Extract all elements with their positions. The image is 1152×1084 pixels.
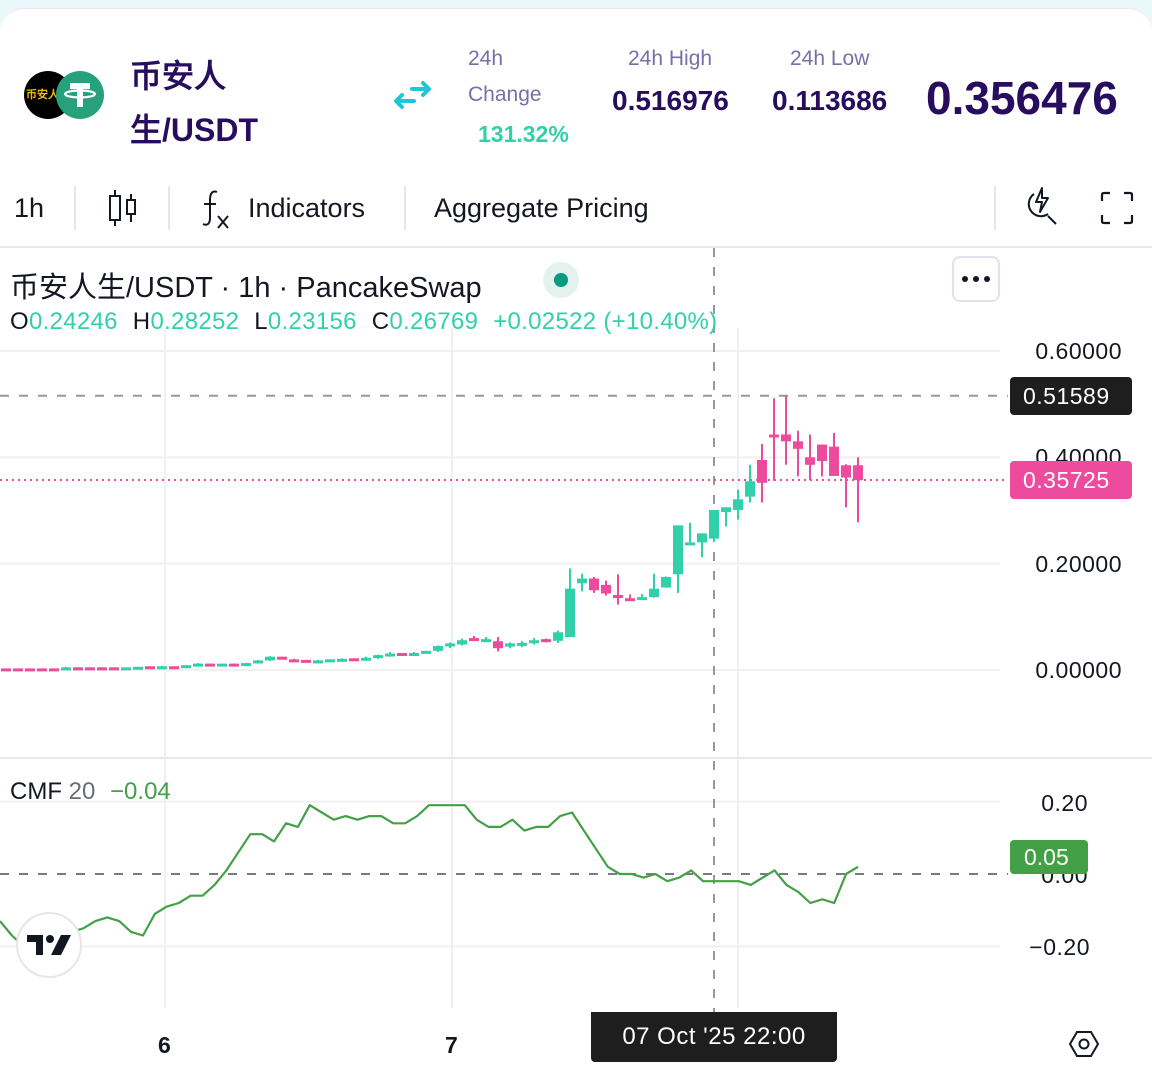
low-value: 0.113686 [772,85,888,116]
tradingview-logo[interactable] [16,912,82,978]
change-label-1: 24h [468,47,504,70]
price-tick: 0.00000 [1035,657,1122,683]
price-tick: 0.60000 [1035,338,1122,364]
tether-icon [63,83,97,107]
function-icon [202,190,229,229]
market-status-icon [543,262,579,298]
fullscreen-icon [1100,191,1134,225]
chart-card: 币安人 币安人 生/USDT 24h Change 131.32% 24h Hi… [0,8,1152,1084]
indicators-button[interactable]: Indicators [198,170,365,246]
high-value: 0.28252 [150,308,240,335]
chart-canvas[interactable] [0,248,1152,1084]
chart-area[interactable]: 币安人生/USDT · 1h · PancakeSwap O0.24246 H0… [0,248,1152,1084]
crosshair-time-label: 07 Oct '25 22:00 [591,1012,837,1062]
divider [74,186,76,230]
chart-type-button[interactable] [106,170,140,246]
ohlc-legend: O0.24246 H0.28252 L0.23156 C0.26769 +0.0… [10,308,718,335]
open-value: 0.24246 [28,308,118,335]
current-price: 0.356476 [926,72,1118,124]
crosshair-price-label: 0.51589 [1010,377,1132,415]
settings-icon[interactable] [1068,1028,1100,1060]
pair-logo: 币安人 [24,67,108,123]
indicators-label: Indicators [248,192,366,223]
fullscreen-button[interactable] [1100,170,1134,246]
low-value: 0.23156 [267,308,357,335]
high-label: 24h High [628,47,713,70]
swap-pair-icon[interactable] [392,79,432,115]
high-value: 0.516976 [612,85,729,116]
last-price-label: 0.35725 [1010,461,1132,499]
price-tick: 0.20000 [1035,551,1122,577]
cmf-value: −0.04 [110,778,171,805]
quick-search-button[interactable] [1022,170,1064,246]
more-options-button[interactable] [952,256,1000,302]
dot-icon [962,276,968,282]
cmf-legend: CMF 20 −0.04 [10,778,171,805]
close-value: 0.26769 [389,308,479,335]
chart-legend-title: 币安人生/USDT · 1h · PancakeSwap [10,272,482,304]
cmf-tick: −0.20 [1029,934,1090,960]
change-value: 131.32% [478,121,569,147]
interval-button[interactable]: 1h [14,192,45,223]
dot-icon [984,276,990,282]
tradingview-icon [27,935,71,955]
aggregate-pricing-button[interactable]: Aggregate Pricing [434,192,649,223]
low-label: 24h Low [790,47,870,70]
lightning-search-icon [1027,187,1057,225]
divider [994,186,996,230]
time-tick: 6 [158,1032,171,1058]
pair-name: 币安人 生/USDT [130,58,259,148]
time-tick: 7 [445,1032,458,1058]
change-value: +0.02522 (+10.40%) [493,308,718,335]
dot-icon [973,276,979,282]
cmf-tick: 0.20 [1041,790,1088,816]
divider [404,186,406,230]
usdt-logo [56,71,104,119]
pair-header: 币安人 币安人 生/USDT 24h Change 131.32% 24h Hi… [0,9,1152,169]
candlestick-icon [109,190,136,226]
change-label-2: Change [468,83,542,106]
cmf-last-value-label: 0.05 [1010,840,1088,874]
divider [168,186,170,230]
chart-toolbar: 1h Indicators Aggregate Pricing [0,170,1152,248]
